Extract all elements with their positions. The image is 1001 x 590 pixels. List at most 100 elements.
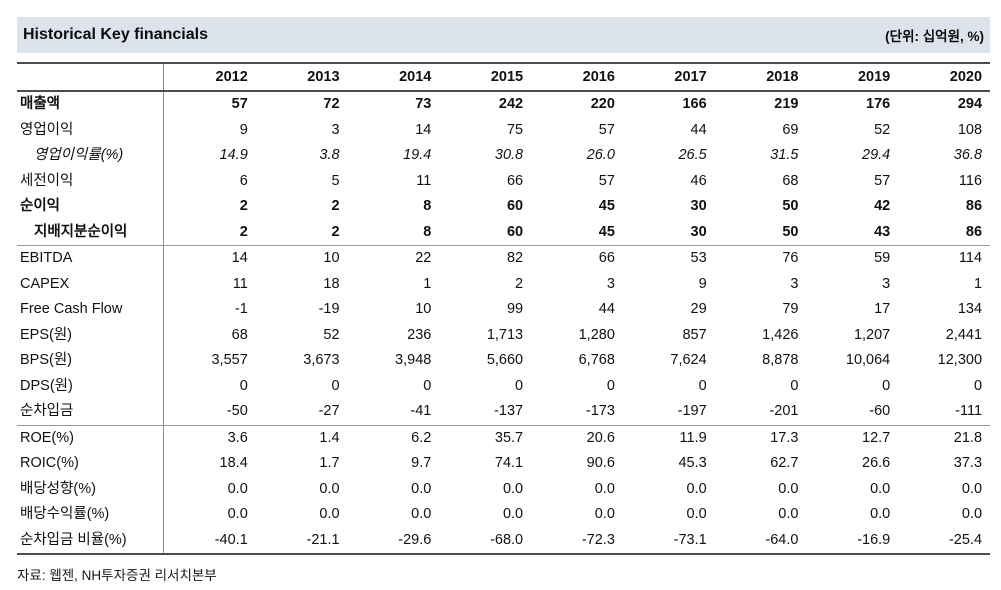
value-cell: 0 (331, 377, 340, 394)
value-cell: -16.9 (857, 531, 891, 548)
page-title: Historical Key financials (23, 26, 208, 43)
value-cell: 9.7 (411, 455, 432, 471)
value-cell: 8,878 (762, 352, 799, 368)
value-cell: 6 (239, 172, 248, 189)
value-cell: 10 (415, 301, 432, 317)
value-cell: 0.0 (227, 506, 248, 522)
value-cell: 68 (782, 172, 799, 189)
row-cells: 9 3 14 75 57 44 69 52 108 (163, 117, 990, 143)
value-cell: 3 (331, 121, 340, 138)
value-cell: 0 (423, 377, 432, 394)
table-row: 영업이익 9 3 14 75 57 44 69 52 108 (17, 117, 990, 143)
row-label: BPS(원) (20, 352, 73, 368)
row-cells: 68 52 236 1,713 1,280 857 1,426 1,207 2,441 (163, 322, 990, 348)
value-cell: 12,300 (937, 352, 983, 368)
value-cell: 3,673 (303, 352, 340, 368)
value-cell: 86 (965, 198, 983, 214)
value-cell: 35.7 (494, 429, 524, 446)
value-cell: 7,624 (670, 352, 707, 368)
table-row: 지배지분순이익 2 2 8 60 45 30 50 43 86 (17, 219, 990, 245)
row-cells: 11 18 1 2 3 9 3 3 1 (163, 271, 990, 297)
row-cells: 6 5 11 66 57 46 68 57 116 (163, 168, 990, 194)
value-cell: 30 (690, 223, 707, 240)
value-cell: 11 (416, 172, 432, 189)
value-cell: 0.0 (319, 480, 340, 497)
value-cell: 14 (415, 121, 432, 138)
value-cell: 26.6 (862, 455, 891, 471)
value-cell: 52 (874, 121, 891, 138)
value-cell: 50 (782, 223, 799, 240)
value-cell: 176 (866, 96, 891, 112)
value-cell: 8 (423, 223, 432, 240)
value-cell: 57 (874, 172, 891, 189)
row-cells: 3.6 1.4 6.2 35.7 20.6 11.9 17.3 12.7 21.8 (163, 425, 990, 451)
value-cell: 3 (790, 275, 799, 292)
row-cells: 0.0 0.0 0.0 0.0 0.0 0.0 0.0 0.0 0.0 (163, 476, 990, 502)
value-cell: 2,441 (945, 326, 983, 343)
year-column-header: 2013 (307, 69, 340, 85)
value-cell: 26.5 (678, 147, 707, 163)
value-cell: -68.0 (490, 531, 524, 548)
value-cell: -73.1 (673, 531, 707, 548)
value-cell: 0.0 (411, 480, 432, 497)
value-cell: 0.0 (319, 506, 340, 522)
value-cell: -197 (677, 403, 707, 419)
year-column-header: 2020 (949, 69, 983, 85)
row-label: 지배지분순이익 (34, 223, 128, 240)
value-cell: 60 (506, 223, 524, 240)
value-cell: 53 (690, 250, 707, 266)
value-cell: 3,948 (395, 352, 432, 368)
value-cell: 1,280 (578, 326, 615, 343)
year-column-header: 2017 (674, 69, 707, 85)
row-cells: 57 72 73 242 220 166 219 176 294 (163, 92, 990, 118)
row-label: 순차입금 (20, 403, 74, 419)
value-cell: 11.9 (679, 429, 707, 446)
source-note: 자료: 웹젠, NH투자증권 리서치본부 (17, 568, 217, 583)
value-cell: 0.0 (778, 506, 799, 522)
value-cell: 8 (423, 198, 432, 214)
value-cell: 1,207 (853, 326, 891, 343)
value-cell: 2 (239, 223, 248, 240)
row-label: CAPEX (20, 275, 70, 292)
row-label: 영업이익률(%) (34, 147, 124, 163)
table-row: 순이익 2 2 8 60 45 30 50 42 86 (17, 194, 990, 220)
value-cell: -201 (769, 403, 799, 419)
value-cell: 134 (957, 301, 983, 317)
value-cell: 0 (239, 377, 248, 394)
value-cell: 1 (973, 275, 983, 292)
value-cell: 82 (506, 250, 524, 266)
value-cell: 18 (323, 275, 340, 292)
value-cell: 0 (698, 377, 707, 394)
value-cell: 52 (323, 326, 340, 343)
table-row: 영업이익률(%) 14.9 3.8 19.4 30.8 26.0 26.5 31.5 29.4 3… (17, 143, 990, 169)
value-cell: 166 (682, 96, 707, 112)
value-cell: 76 (782, 250, 799, 266)
value-cell: 72 (323, 96, 340, 112)
row-label: ROE(%) (20, 429, 74, 446)
value-cell: 0 (790, 377, 799, 394)
value-cell: 108 (957, 121, 983, 138)
value-cell: 0.0 (686, 506, 707, 522)
value-cell: 11 (232, 275, 248, 292)
value-cell: 10 (323, 250, 340, 266)
value-cell: 242 (498, 96, 524, 112)
value-cell: 9 (698, 275, 707, 292)
row-label: 세전이익 (20, 172, 74, 189)
value-cell: -72.3 (581, 531, 615, 548)
value-cell: 86 (965, 223, 983, 240)
value-cell: 5,660 (486, 352, 524, 368)
value-cell: 0.0 (594, 480, 615, 497)
value-cell: -137 (494, 403, 524, 419)
value-cell: -64.0 (765, 531, 799, 548)
row-cells: -50 -27 -41 -137 -173 -197 -201 -60 -111 (163, 399, 990, 425)
value-cell: 14.9 (219, 147, 248, 163)
table-row: EBITDA 14 10 22 82 66 53 76 59 114 (17, 245, 990, 272)
value-cell: 2 (515, 275, 524, 292)
value-cell: -111 (955, 403, 983, 419)
value-cell: 1.7 (319, 455, 340, 471)
year-header-row: 2012 2013 2014 2015 2016 2017 2018 2019 2020 (17, 64, 990, 92)
value-cell: 3.6 (227, 429, 248, 446)
value-cell: 30.8 (494, 147, 524, 163)
value-cell: 0 (515, 377, 524, 394)
